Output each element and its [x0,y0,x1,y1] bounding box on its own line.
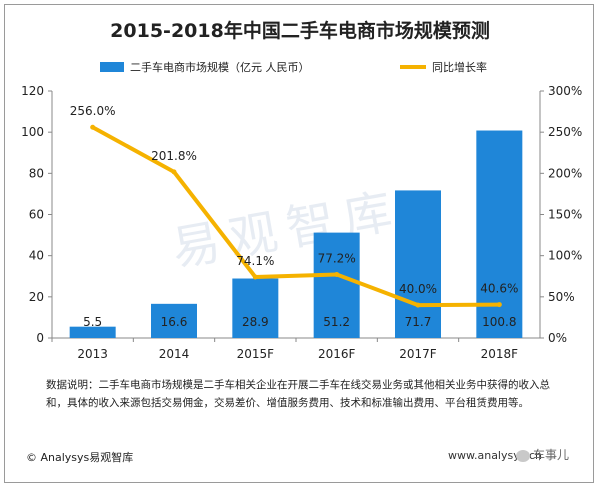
legend-bar-swatch [100,62,124,72]
x-tick-label: 2014 [159,347,190,361]
right-tick-label: 100% [548,249,582,263]
right-tick-label: 150% [548,208,582,222]
bar-value-label: 71.7 [405,315,432,329]
bar [395,190,441,338]
bar [151,303,197,338]
growth-rate-point [415,302,421,308]
left-tick-label: 120 [21,84,44,98]
source-credit: © Analysys易观智库 [26,451,134,464]
bar [313,232,360,338]
right-tick-label: 300% [548,84,582,98]
growth-rate-label: 40.0% [399,282,437,296]
bar-value-label: 5.5 [83,315,102,329]
left-tick-label: 20 [29,290,44,304]
x-tick-label: 2016F [318,347,356,361]
growth-rate-label: 77.2% [318,251,356,265]
bar-value-label: 51.2 [323,315,350,329]
wechat-label: 车事儿 [533,448,570,462]
bar [232,278,279,338]
left-tick-label: 100 [21,125,44,139]
wechat-icon [516,449,530,462]
growth-rate-label: 201.8% [151,149,197,163]
growth-rate-point [496,302,502,308]
x-tick-label: 2017F [399,347,437,361]
right-tick-label: 250% [548,125,582,139]
growth-rate-line [91,125,500,308]
growth-rate-point [334,271,340,277]
chart-title: 2015-2018年中国二手车电商市场规模预测 [110,20,490,42]
left-tick-label: 0 [36,331,44,345]
bar-value-label: 28.9 [242,315,269,329]
right-tick-label: 0% [548,331,567,345]
left-tick-label: 40 [29,249,44,263]
growth-rate-label: 40.6% [480,282,518,296]
growth-rate-label: 74.1% [236,254,274,268]
data-note: 数据说明：二手车电商市场规模是二手车相关企业在开展二手车在线交易业务或其他相关业… [46,379,550,409]
right-tick-label: 50% [548,290,575,304]
growth-rate-point [90,124,96,130]
x-tick-label: 2018F [481,347,519,361]
growth-rate-label: 256.0% [70,104,116,118]
bar [69,326,116,338]
bar-value-label: 16.6 [161,315,188,329]
x-tick-label: 2015F [237,347,275,361]
left-tick-label: 80 [29,166,44,180]
growth-rate-point [252,274,258,280]
legend-line-label: 同比增长率 [432,60,487,74]
right-tick-label: 200% [548,166,582,180]
legend-bar-label: 二手车电商市场规模（亿元 人民币） [130,60,310,74]
x-tick-label: 2013 [77,347,108,361]
bar-value-label: 100.8 [482,315,516,329]
wechat-badge: 车事儿 [516,446,569,463]
growth-rate-point [171,169,177,175]
left-tick-label: 60 [29,208,44,222]
